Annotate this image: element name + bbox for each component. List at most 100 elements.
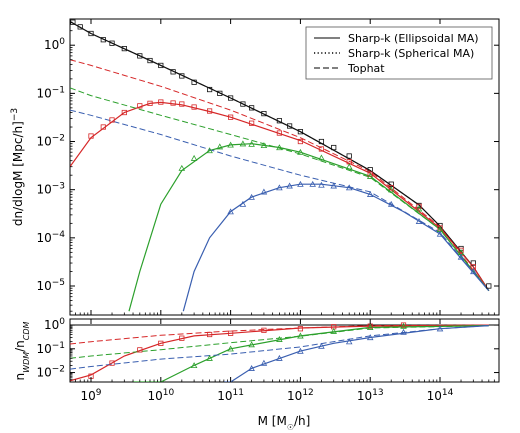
bottom-m2-sharpk-line (133, 325, 489, 382)
top-cdm-point-20 (297, 129, 304, 135)
bottom-m3-point-5 (345, 338, 353, 345)
x-axis-label: M [M☉/h] (258, 414, 311, 432)
top-points (70, 19, 492, 289)
bottom-m3-point-7 (400, 328, 407, 335)
top-m1-point-12 (249, 120, 255, 126)
bottom-m1-point-3 (158, 340, 164, 346)
top-m3-point-3 (260, 188, 268, 195)
top-m1-point-18 (388, 185, 394, 191)
top-m2-point-11 (345, 163, 353, 170)
top-y-tick-label-2: 10−3 (36, 182, 65, 197)
bottom-y-tick-label-2: 100 (44, 317, 65, 332)
top-m1-point-4 (137, 103, 143, 109)
bottom-y-axis-label: nWDM/nCDM (13, 321, 31, 380)
bottom-m3-point-4 (318, 342, 325, 349)
top-m2-point-12 (366, 172, 374, 179)
top-m3-point-9 (330, 182, 337, 189)
bottom-panel: 10−2 10−1 100 109 1010 1011 1012 1013 1014 nWDM… (13, 317, 500, 403)
top-m1-point-0 (88, 133, 94, 139)
bottom-curves (70, 324, 489, 382)
legend-box (305, 26, 493, 80)
top-cdm-point-4 (109, 40, 115, 46)
bottom-m2-point-4 (276, 336, 283, 342)
bottom-m1-sharpk-line (70, 324, 489, 382)
top-m1-point-19 (416, 203, 422, 209)
top-cdm-point-18 (276, 118, 283, 124)
top-m2-point-0 (178, 164, 186, 171)
x-tick-label-5: 1014 (427, 388, 454, 403)
x-tick-label-0: 109 (81, 388, 102, 403)
bottom-y-tick-label-0: 10−2 (36, 365, 65, 380)
top-cdm-point-11 (191, 79, 197, 85)
top-m1-point-10 (207, 108, 213, 114)
top-y-tick-label-1: 10−4 (36, 230, 65, 245)
top-m3-point-7 (309, 180, 316, 187)
top-cdm-point-19 (286, 123, 293, 129)
top-m3-point-10 (345, 184, 353, 191)
bottom-m1-point-8 (297, 326, 304, 332)
x-tick-label-3: 1012 (287, 388, 314, 403)
top-m3-point-4 (276, 184, 283, 191)
bottom-m3-point-0 (248, 365, 255, 371)
bottom-m2-point-7 (366, 324, 374, 330)
top-m2-tophat-line (70, 87, 490, 292)
bottom-m1-point-1 (109, 360, 115, 366)
top-m3-point-8 (318, 181, 325, 188)
bottom-m2-point-6 (330, 327, 337, 334)
bottom-m3-point-3 (297, 347, 304, 354)
top-m1-point-8 (179, 101, 185, 107)
top-m2-point-14 (415, 205, 423, 212)
top-y-tick-label-5: 100 (44, 37, 65, 52)
top-m1-point-15 (318, 146, 325, 152)
bottom-m1-point-2 (137, 347, 143, 353)
bottom-x-ticks: 109 1010 1011 1012 1013 1014 (69, 319, 500, 403)
top-y-tick-label-3: 10−2 (36, 134, 65, 149)
top-m3-point-15 (457, 253, 465, 260)
top-cdm-point-29 (470, 260, 476, 266)
top-m3-tophat-line (70, 109, 490, 292)
top-cdm-point-16 (249, 105, 255, 111)
top-m3-point-1 (239, 200, 247, 207)
top-m3-sharpk-line (182, 183, 490, 312)
top-m2-point-4 (227, 141, 234, 148)
top-cdm-point-7 (147, 57, 153, 64)
x-tick-label-4: 1013 (357, 388, 384, 403)
top-m3-point-12 (387, 200, 395, 207)
top-m1-point-20 (437, 225, 443, 231)
top-m1-tophat-line (70, 59, 490, 292)
top-m2-point-9 (297, 148, 304, 155)
legend-label-ellipsoidal: Sharp-k (Ellipsoidal MA) (348, 32, 479, 45)
bottom-m2-point-1 (206, 354, 213, 361)
top-cdm-point-1 (77, 24, 83, 30)
top-cdm-sharpk-line (70, 20, 490, 292)
top-m1-point-7 (170, 100, 176, 106)
top-m2-sharpk-line (128, 143, 490, 312)
top-cdm-point-2 (88, 30, 94, 37)
top-y-tick-label-4: 10−1 (36, 85, 65, 100)
top-cdm-point-3 (100, 37, 106, 43)
top-cdm-point-13 (217, 90, 223, 96)
top-m1-point-13 (276, 130, 283, 136)
bottom-m2-point-2 (227, 345, 234, 352)
top-m2-point-6 (248, 140, 255, 147)
top-cdm-point-12 (207, 86, 213, 93)
bottom-points (88, 322, 444, 379)
x-tick-label-1: 1010 (147, 388, 174, 403)
top-cdm-point-6 (137, 53, 143, 59)
top-cdm-point-5 (121, 46, 127, 52)
bottom-panel-frame (69, 318, 500, 383)
bottom-m3-point-2 (276, 354, 283, 361)
top-m1-point-1 (100, 124, 106, 130)
top-m2-point-3 (216, 143, 224, 150)
x-tick-label-2: 1011 (217, 388, 244, 403)
top-m3-point-2 (248, 193, 255, 200)
bottom-m3-sharpk-line (223, 325, 489, 382)
bottom-m2-point-5 (297, 332, 304, 339)
top-m1-point-9 (191, 104, 197, 110)
top-m3-point-0 (227, 208, 234, 215)
top-cdm-point-14 (228, 95, 234, 101)
bottom-m2-point-3 (248, 341, 255, 348)
top-cdm-point-22 (331, 144, 337, 151)
bottom-m3-tophat-line (70, 325, 489, 370)
